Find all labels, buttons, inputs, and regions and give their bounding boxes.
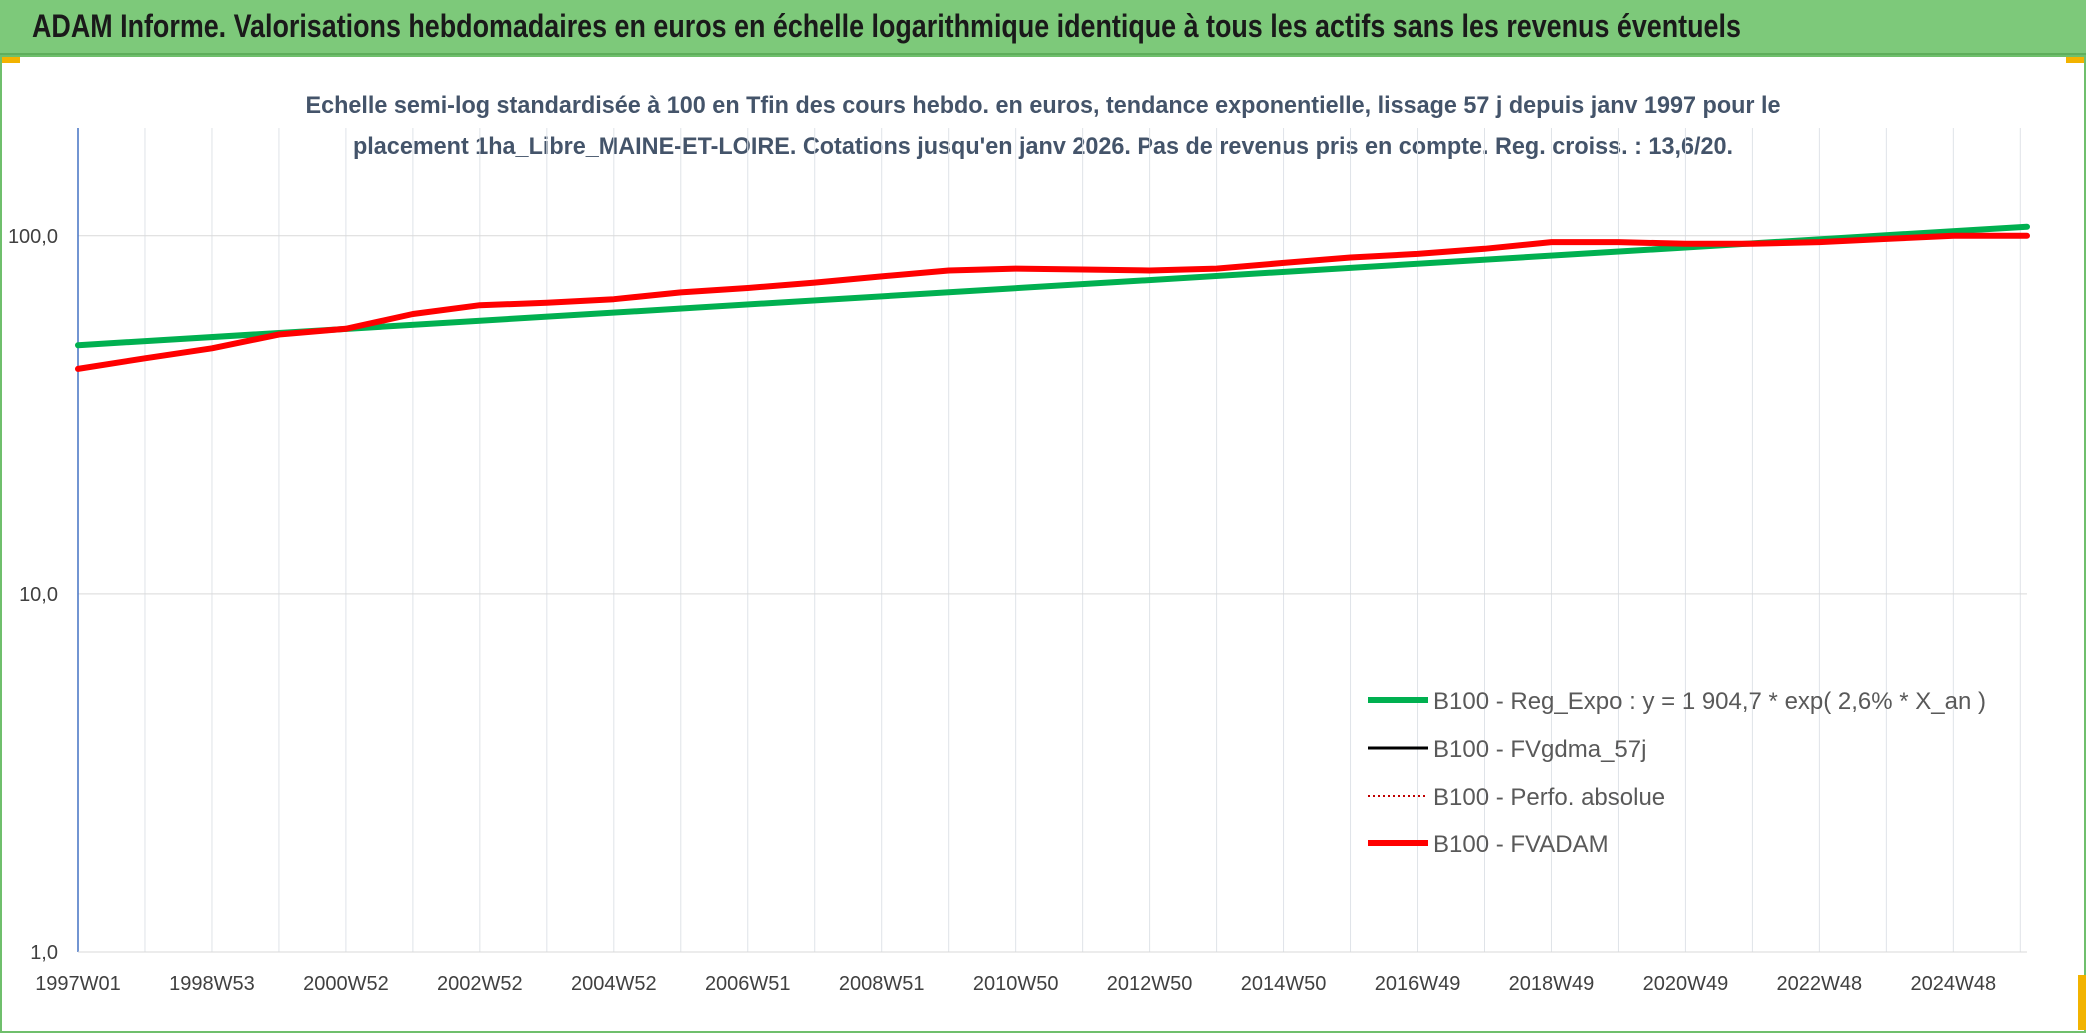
x-tick-label: 2018W49 — [1509, 973, 1595, 995]
legend-label-2: B100 - Perfo. absolue — [1433, 784, 1665, 811]
chart-title-line-1: Echelle semi-log standardisée à 100 en T… — [306, 92, 1781, 119]
legend-label-3: B100 - FVADAM — [1433, 831, 1609, 858]
corner-accent-right — [2066, 55, 2086, 63]
y-tick-label: 10,0 — [19, 584, 58, 606]
x-tick-label: 2014W50 — [1241, 973, 1327, 995]
x-tick-label: 2002W52 — [437, 973, 523, 995]
x-tick-label: 1997W01 — [35, 973, 121, 995]
x-tick-label: 2016W49 — [1375, 973, 1461, 995]
x-tick-label: 2010W50 — [973, 973, 1059, 995]
x-tick-label: 2024W48 — [1911, 973, 1997, 995]
corner-accent-left — [0, 55, 20, 63]
chart-frame — [0, 55, 2086, 1033]
x-tick-label: 2020W49 — [1643, 973, 1729, 995]
y-tick-label: 1,0 — [30, 942, 58, 964]
chart-title-line-2: placement 1ha_Libre_MAINE-ET-LOIRE. Cota… — [353, 133, 1733, 160]
legend-label-1: B100 - FVgdma_57j — [1433, 736, 1646, 763]
x-tick-label: 2022W48 — [1777, 973, 1863, 995]
x-tick-label: 2012W50 — [1107, 973, 1193, 995]
x-tick-label: 2004W52 — [571, 973, 657, 995]
x-tick-label: 2008W51 — [839, 973, 925, 995]
x-tick-label: 1998W53 — [169, 973, 255, 995]
corner-accent-bottom-right — [2078, 975, 2086, 1030]
x-tick-label: 2000W52 — [303, 973, 389, 995]
x-tick-label: 2006W51 — [705, 973, 791, 995]
legend-label-0: B100 - Reg_Expo : y = 1 904,7 * exp( 2,6… — [1433, 688, 1986, 715]
series-line-3 — [75, 232, 2030, 372]
header-banner: ADAM Informe. Valorisations hebdomadaire… — [0, 0, 2086, 55]
y-tick-label: 100,0 — [8, 226, 58, 248]
banner-title: ADAM Informe. Valorisations hebdomadaire… — [32, 8, 1741, 44]
